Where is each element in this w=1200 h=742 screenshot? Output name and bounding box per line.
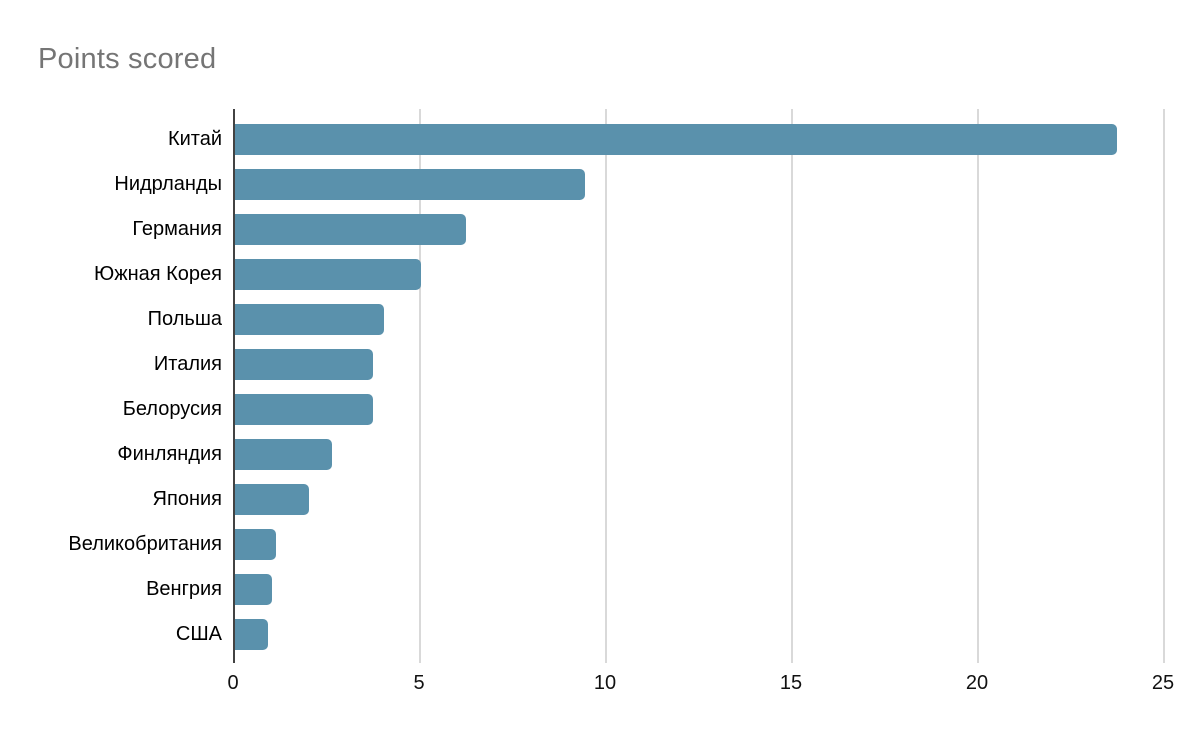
bar-Польша bbox=[235, 304, 384, 335]
category-label: США bbox=[175, 623, 222, 645]
category-label: Нидрланды bbox=[114, 173, 222, 195]
x-tick-label: 20 bbox=[965, 672, 989, 694]
category-label: Белорусия bbox=[122, 398, 222, 420]
bar-Китай bbox=[235, 124, 1117, 155]
bar-Нидрланды bbox=[235, 169, 585, 200]
gridline bbox=[605, 109, 607, 663]
bar-row bbox=[235, 297, 1163, 342]
x-axis-tick-labels: 0 5 10 15 20 25 bbox=[0, 671, 1200, 699]
category-label: Япония bbox=[152, 488, 222, 510]
category-labels: Китай Нидрланды Германия Южная Корея Польша И… bbox=[0, 117, 222, 657]
gridline bbox=[1163, 109, 1165, 663]
gridline bbox=[419, 109, 421, 663]
chart-title: Points scored bbox=[38, 43, 217, 75]
bar-row bbox=[235, 162, 1163, 207]
bar-row bbox=[235, 117, 1163, 162]
bar-row bbox=[235, 207, 1163, 252]
category-label: Германия bbox=[132, 218, 222, 240]
gridline bbox=[977, 109, 979, 663]
x-tick-label: 10 bbox=[593, 672, 617, 694]
category-label: Южная Корея bbox=[94, 263, 222, 285]
category-label: Италия bbox=[153, 353, 222, 375]
bar-Белорусия bbox=[235, 394, 373, 425]
x-tick-label: 25 bbox=[1151, 672, 1175, 694]
category-label: Польша bbox=[147, 308, 222, 330]
x-tick-label: 0 bbox=[227, 672, 239, 694]
bar-Германия bbox=[235, 214, 466, 245]
bar-row bbox=[235, 522, 1163, 567]
bar-series bbox=[235, 117, 1163, 657]
category-label: Китай bbox=[167, 128, 222, 150]
x-tick-label: 5 bbox=[413, 672, 425, 694]
bar-Великобритания bbox=[235, 529, 276, 560]
plot-area bbox=[233, 109, 1165, 663]
bar-row bbox=[235, 612, 1163, 657]
bar-row bbox=[235, 432, 1163, 477]
bar-row bbox=[235, 567, 1163, 612]
bar-Южная Корея bbox=[235, 259, 421, 290]
bar-row bbox=[235, 477, 1163, 522]
bar-США bbox=[235, 619, 269, 650]
x-tick-label: 15 bbox=[779, 672, 803, 694]
bar-row bbox=[235, 342, 1163, 387]
bar-Япония bbox=[235, 484, 310, 515]
bar-row bbox=[235, 252, 1163, 297]
category-label: Венгрия bbox=[146, 578, 222, 600]
bar-Венгрия bbox=[235, 574, 273, 605]
category-label: Великобритания bbox=[68, 533, 222, 555]
bar-row bbox=[235, 387, 1163, 432]
category-label: Финляндия bbox=[117, 443, 222, 465]
bar-Италия bbox=[235, 349, 373, 380]
value-axis-zero-line bbox=[233, 109, 235, 663]
bar-Финляндия bbox=[235, 439, 332, 470]
gridline bbox=[791, 109, 793, 663]
